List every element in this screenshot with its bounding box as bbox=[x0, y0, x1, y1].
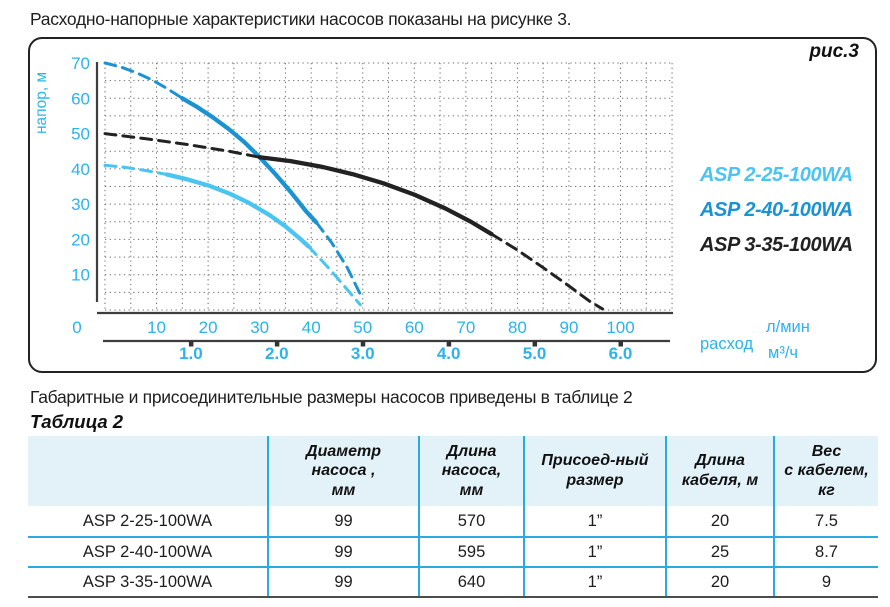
table-cell-cable: 20 bbox=[665, 506, 773, 536]
table-header-cell bbox=[28, 436, 267, 506]
table-intro-text: Габаритные и присоединительные размеры н… bbox=[30, 387, 633, 407]
table-cell-length: 570 bbox=[418, 506, 523, 536]
dimensions-table: Диаметр насоса , мм Длина насоса, мм При… bbox=[28, 436, 878, 598]
table-cell-model: ASP 2-40-100WA bbox=[28, 536, 267, 566]
table-cell-length: 640 bbox=[418, 566, 523, 596]
table-cell-weight: 8.7 bbox=[773, 536, 878, 566]
intro-text: Расходно-напорные характеристики насосов… bbox=[30, 9, 572, 29]
table-cell-weight: 9 bbox=[773, 566, 878, 596]
legend-item-asp-2-40-100wa: ASP 2-40-100WA bbox=[700, 199, 853, 221]
table-cell-weight: 7.5 bbox=[773, 506, 878, 536]
table-header-cell: Вес с кабелем, кг bbox=[773, 436, 878, 506]
table-cell-thread: 1” bbox=[523, 506, 665, 536]
table-cell-diameter: 99 bbox=[267, 506, 418, 536]
legend-item-asp-3-35-100wa: ASP 3-35-100WA bbox=[700, 234, 853, 256]
table-cell-length: 595 bbox=[418, 536, 523, 566]
table-cell-model: ASP 2-25-100WA bbox=[82, 511, 213, 530]
table-cell-cable: 20 bbox=[665, 566, 773, 596]
table-cell-model: ASP 3-35-100WA bbox=[28, 566, 267, 596]
table-cell-cable: 25 bbox=[665, 536, 773, 566]
table-header-cell: Длина насоса, мм bbox=[418, 436, 523, 506]
table-cell-thread: 1” bbox=[523, 536, 665, 566]
table-header-cell: Длина кабеля, м bbox=[665, 436, 773, 506]
table-title: Таблица 2 bbox=[30, 411, 124, 432]
table-cell-thread: 1” bbox=[523, 566, 665, 596]
table-cell-diameter: 99 bbox=[267, 536, 418, 566]
legend-item-asp-2-25-100wa: ASP 2-25-100WA bbox=[700, 164, 853, 186]
table-cell-diameter: 99 bbox=[267, 566, 418, 596]
table-header-cell: Присоед-ный размер bbox=[523, 436, 665, 506]
table-header-cell: Диаметр насоса , мм bbox=[267, 436, 418, 506]
